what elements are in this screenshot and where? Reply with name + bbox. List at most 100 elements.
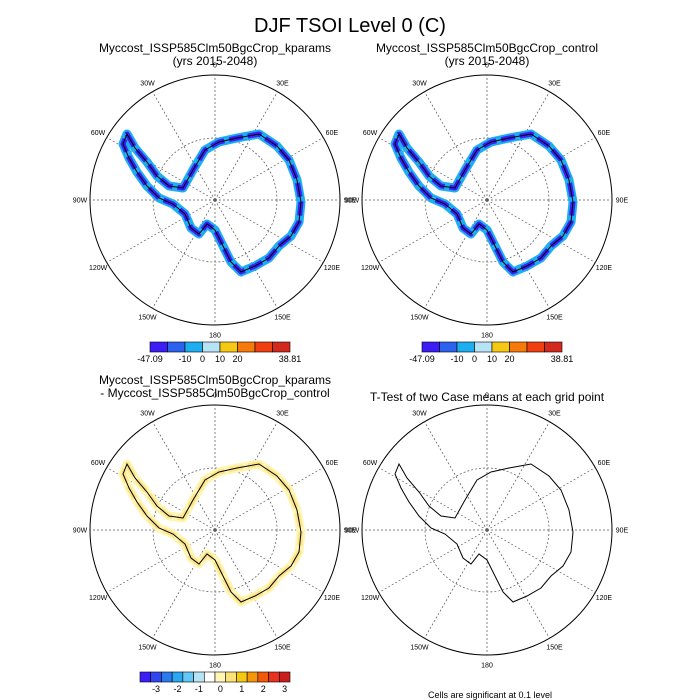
meridian-line <box>214 137 324 201</box>
meridian-line <box>486 421 550 531</box>
colorbar-box <box>193 671 205 683</box>
longitude-label: 150E <box>274 314 291 321</box>
colorbar-box <box>149 341 168 353</box>
longitude-label: 120W <box>89 595 108 602</box>
coastline <box>122 462 302 603</box>
longitude-label: 180 <box>209 663 221 670</box>
coastline <box>394 462 574 603</box>
meridian-line <box>486 529 596 593</box>
colorbar-box <box>439 341 458 353</box>
meridian-line <box>424 199 488 309</box>
colorbar-box <box>456 341 475 353</box>
longitude-label: 90E <box>616 198 629 205</box>
longitude-label: 90E <box>344 198 357 205</box>
longitude-label: 30W <box>140 411 155 418</box>
longitude-label: 30W <box>140 81 155 88</box>
longitude-label: 180 <box>481 333 493 340</box>
meridian-line <box>486 199 550 309</box>
colorbar-label: 0 <box>218 684 223 694</box>
meridian-line <box>486 467 596 531</box>
colorbar-label: -10 <box>450 354 463 364</box>
colorbar-label: 0 <box>200 354 205 364</box>
longitude-label: 90W <box>345 528 360 535</box>
meridian-line <box>214 199 324 263</box>
colorbar-label: 20 <box>232 354 242 364</box>
panel-title: Myccost_ISSP585Clm50BgcCrop_kparams <box>99 41 331 55</box>
longitude-label: 120W <box>361 265 380 272</box>
meridian-line <box>214 199 278 309</box>
colorbar-label: -47.09 <box>137 354 163 364</box>
longitude-label: 150E <box>546 644 563 651</box>
longitude-label: 60E <box>326 130 339 137</box>
panel-title: (yrs 2015-2048) <box>173 54 258 68</box>
colorbar-box <box>278 671 291 683</box>
map-panel: Myccost_ISSP585Clm50BgcCrop_kparams- Myc… <box>73 373 357 670</box>
meridian-line <box>106 199 216 263</box>
panel-title: T-Test of two Case means at each grid po… <box>370 390 605 404</box>
longitude-label: 120E <box>324 265 341 272</box>
colorbar-box <box>139 671 152 683</box>
colorbar-label: -2 <box>173 684 181 694</box>
meridian-line <box>214 421 278 531</box>
colorbar-box <box>526 341 545 353</box>
longitude-label: 90W <box>345 198 360 205</box>
longitude-label: 120E <box>596 595 613 602</box>
colorbar-box <box>214 671 227 683</box>
meridian-line <box>152 91 216 201</box>
longitude-label: 30E <box>276 411 289 418</box>
map-panel: Myccost_ISSP585Clm50BgcCrop_control(yrs … <box>345 41 629 340</box>
meridian-line <box>486 137 596 201</box>
longitude-label: 150W <box>410 314 429 321</box>
colorbar-box <box>167 341 186 353</box>
colorbar-box <box>268 671 280 683</box>
colorbar-label: 38.81 <box>551 354 574 364</box>
longitude-label: 0 <box>213 63 217 70</box>
meridian-line <box>424 421 488 531</box>
longitude-label: 90W <box>73 528 88 535</box>
colorbar-label: 1 <box>239 684 244 694</box>
meridian-line <box>214 529 278 639</box>
longitude-label: 150E <box>546 314 563 321</box>
coastline <box>394 132 574 273</box>
colorbar-box <box>544 341 563 353</box>
meridian-line <box>214 91 278 201</box>
longitude-label: 60W <box>363 460 378 467</box>
colorbar-label: -10 <box>178 354 191 364</box>
meridian-line <box>152 529 216 639</box>
longitude-label: 150E <box>274 644 291 651</box>
colorbar: -3 -2 -1 0 1 2 3 <box>139 671 291 694</box>
colorbar-box <box>150 671 162 683</box>
panel-title: Myccost_ISSP585Clm50BgcCrop_control <box>376 41 598 55</box>
colorbar-label: 10 <box>215 354 225 364</box>
meridian-line <box>378 529 488 593</box>
colorbar-label: -1 <box>195 684 203 694</box>
colorbar-box <box>203 671 216 683</box>
longitude-label: 120E <box>324 595 341 602</box>
colorbar-label: -3 <box>152 684 160 694</box>
map-panel: Myccost_ISSP585Clm50BgcCrop_kparams(yrs … <box>73 41 357 340</box>
colorbar-box <box>474 341 493 353</box>
longitude-label: 180 <box>481 663 493 670</box>
longitude-label: 60W <box>363 130 378 137</box>
colorbar-box <box>182 671 194 683</box>
colorbar: -47.09 -10 0 10 20 38.81 <box>409 341 574 364</box>
meridian-line <box>424 529 488 639</box>
meridian-line <box>424 91 488 201</box>
longitude-label: 60E <box>598 130 611 137</box>
longitude-label: 60W <box>91 130 106 137</box>
colorbar-box <box>257 671 269 683</box>
panel-title: - Myccost_ISSP585Clm50BgcCrop_control <box>100 386 329 400</box>
coastline <box>122 132 302 273</box>
colorbar-box <box>254 341 273 353</box>
longitude-label: 90E <box>344 528 357 535</box>
meridian-line <box>486 91 550 201</box>
meridian-line <box>214 467 324 531</box>
longitude-label: 120E <box>596 265 613 272</box>
colorbar-label: 0 <box>472 354 477 364</box>
colorbar-box <box>161 671 173 683</box>
colorbar-label: 38.81 <box>279 354 302 364</box>
panel-title: (yrs 2015-2048) <box>445 54 530 68</box>
colorbar-box <box>509 341 528 353</box>
